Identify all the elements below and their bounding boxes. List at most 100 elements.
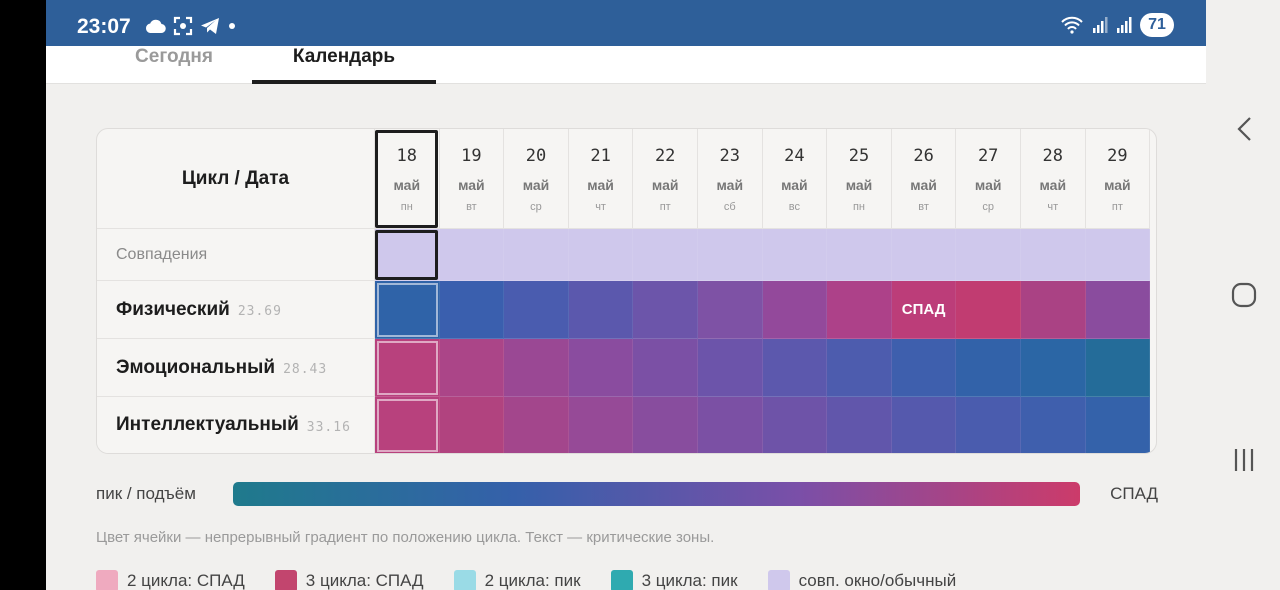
date-weekday: вт <box>466 201 477 213</box>
critical-zone-label: СПАД <box>901 301 946 318</box>
cycle-cell[interactable] <box>633 229 698 281</box>
date-weekday: пт <box>659 201 671 213</box>
cycle-cell[interactable]: СПАД <box>891 281 957 339</box>
date-header[interactable]: 22 май пт <box>633 129 698 229</box>
date-header[interactable]: 28 май чт <box>1021 129 1086 229</box>
date-header[interactable]: 29 май пт <box>1085 129 1151 229</box>
gradient-right-label: СПАД <box>1110 484 1158 503</box>
cycle-cell[interactable] <box>439 281 505 339</box>
date-header[interactable]: 23 май сб <box>698 129 763 229</box>
color-key-label: 3 цикла: СПАД <box>305 571 424 590</box>
cycle-cell[interactable] <box>633 339 698 397</box>
cycle-cell[interactable] <box>568 339 634 397</box>
cycle-cell[interactable] <box>504 397 569 453</box>
recents-icon <box>1234 449 1254 471</box>
date-number: 23 <box>719 146 741 166</box>
date-month: май <box>393 177 421 193</box>
telegram-icon <box>201 18 219 34</box>
cycle-cell[interactable] <box>827 281 892 339</box>
date-weekday: сб <box>723 201 736 213</box>
tab-today[interactable]: Сегодня <box>135 46 213 67</box>
cycle-cell[interactable] <box>827 339 892 397</box>
cycle-name: Совпадения <box>116 245 208 263</box>
color-swatch <box>274 570 297 590</box>
date-weekday: пн <box>852 201 865 213</box>
cycle-cell[interactable] <box>698 281 763 339</box>
cycle-cell[interactable] <box>1085 229 1151 281</box>
cycle-cell[interactable] <box>891 397 957 453</box>
cycle-cell[interactable] <box>504 281 569 339</box>
cycle-cell[interactable] <box>956 339 1021 397</box>
status-icons-left <box>144 14 237 38</box>
cycle-cell[interactable] <box>568 397 634 453</box>
cycle-cell[interactable] <box>568 229 634 281</box>
row-label: Физический 23.69 <box>97 281 375 339</box>
cycle-cell[interactable] <box>375 229 440 281</box>
biorhythm-calendar-table: Цикл / Дата 18 май пн 19 май вт 20 май ср 21 май чт… <box>96 128 1157 454</box>
cycle-cell[interactable] <box>698 339 763 397</box>
cycle-cell[interactable] <box>375 339 440 397</box>
cycle-cell[interactable] <box>1021 397 1086 453</box>
date-header[interactable]: 20 май ср <box>504 129 569 229</box>
date-header[interactable]: 19 май вт <box>439 129 505 229</box>
date-number: 24 <box>784 146 805 166</box>
color-key-label: 2 цикла: пик <box>484 571 581 590</box>
cycle-cell[interactable] <box>956 397 1021 453</box>
cycle-cell[interactable] <box>698 229 763 281</box>
gradient-left-label: пик / подъём <box>96 484 196 503</box>
tab-calendar[interactable]: Календарь <box>292 46 396 67</box>
date-month: май <box>651 177 679 193</box>
cycle-cell[interactable] <box>1021 281 1086 339</box>
cycle-cell[interactable] <box>762 281 828 339</box>
date-number: 21 <box>590 146 611 166</box>
cycle-cell[interactable] <box>891 229 957 281</box>
cloud-icon <box>145 19 166 34</box>
cycle-cell[interactable] <box>568 281 634 339</box>
back-icon <box>1237 117 1251 141</box>
cycle-cell[interactable] <box>762 339 828 397</box>
date-header[interactable]: 26 май вт <box>891 129 957 229</box>
cycle-cell[interactable] <box>827 229 892 281</box>
date-month: май <box>1104 177 1131 193</box>
cycle-cell[interactable] <box>1085 281 1151 339</box>
color-swatch <box>453 570 476 590</box>
cycle-cell[interactable] <box>504 339 569 397</box>
cycle-cell[interactable] <box>633 397 698 453</box>
cycle-cell[interactable] <box>1021 229 1086 281</box>
cycle-cell[interactable] <box>956 281 1021 339</box>
cycle-cell[interactable] <box>891 339 957 397</box>
cycle-cell[interactable] <box>762 229 828 281</box>
date-header[interactable]: 25 май пн <box>827 129 892 229</box>
cycle-cell[interactable] <box>1085 339 1151 397</box>
cycle-cell[interactable] <box>633 281 698 339</box>
tab-bar: Сегодня Календарь <box>46 46 1206 84</box>
cycle-cell[interactable] <box>762 397 828 453</box>
cycle-cell[interactable] <box>827 397 892 453</box>
cycle-cell[interactable] <box>439 397 505 453</box>
home-button[interactable] <box>1230 281 1258 309</box>
date-header[interactable]: 21 май чт <box>568 129 634 229</box>
cycle-cell[interactable] <box>956 229 1021 281</box>
date-header[interactable]: 27 май ср <box>956 129 1021 229</box>
date-header[interactable]: 24 май вс <box>762 129 828 229</box>
gradient-legend: пик / подъём СПАД <box>96 482 1158 506</box>
cycle-cell[interactable] <box>375 281 440 339</box>
color-key: 2 цикла: пик <box>453 570 581 590</box>
battery-badge: 71 <box>1140 13 1174 37</box>
cycle-cell[interactable] <box>1021 339 1086 397</box>
cycle-cell[interactable] <box>439 229 505 281</box>
cycle-cell[interactable] <box>439 339 505 397</box>
date-month: май <box>910 177 937 193</box>
cycle-cell[interactable] <box>504 229 569 281</box>
date-number: 19 <box>461 146 482 166</box>
color-swatch <box>96 570 118 590</box>
cycle-cell[interactable] <box>698 397 763 453</box>
back-button[interactable] <box>1232 113 1256 145</box>
date-month: май <box>974 177 1002 193</box>
screenshot-icon <box>173 16 193 36</box>
date-weekday: вс <box>788 201 800 213</box>
cycle-cell[interactable] <box>1085 397 1151 453</box>
recents-button[interactable] <box>1232 446 1256 474</box>
date-header[interactable]: 18 май пн <box>375 129 440 229</box>
cycle-cell[interactable] <box>375 397 440 453</box>
